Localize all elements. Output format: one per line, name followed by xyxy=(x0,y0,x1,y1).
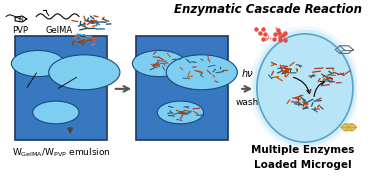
Text: PVP: PVP xyxy=(12,26,28,35)
Ellipse shape xyxy=(253,30,357,146)
Bar xyxy=(15,36,107,140)
Circle shape xyxy=(157,101,203,124)
Text: $\mathregular{W_{GelMA}/W_{PVP}}$ emulsion: $\mathregular{W_{GelMA}/W_{PVP}}$ emulsi… xyxy=(12,146,110,159)
Ellipse shape xyxy=(257,34,353,142)
Polygon shape xyxy=(341,124,356,131)
Text: Loaded Microgel: Loaded Microgel xyxy=(254,161,351,171)
Ellipse shape xyxy=(250,26,360,150)
Circle shape xyxy=(33,101,79,124)
Text: N: N xyxy=(18,17,23,21)
Text: Multiple Enzymes: Multiple Enzymes xyxy=(251,145,354,155)
Text: hν: hν xyxy=(241,69,253,79)
Circle shape xyxy=(11,51,65,77)
Text: GelMA: GelMA xyxy=(46,26,73,35)
Circle shape xyxy=(49,55,120,90)
Ellipse shape xyxy=(257,34,353,142)
Circle shape xyxy=(132,51,186,77)
Bar xyxy=(136,36,228,140)
Text: Enzymatic Cascade Reaction: Enzymatic Cascade Reaction xyxy=(174,3,362,16)
Circle shape xyxy=(166,55,237,90)
Text: wash: wash xyxy=(235,99,259,108)
